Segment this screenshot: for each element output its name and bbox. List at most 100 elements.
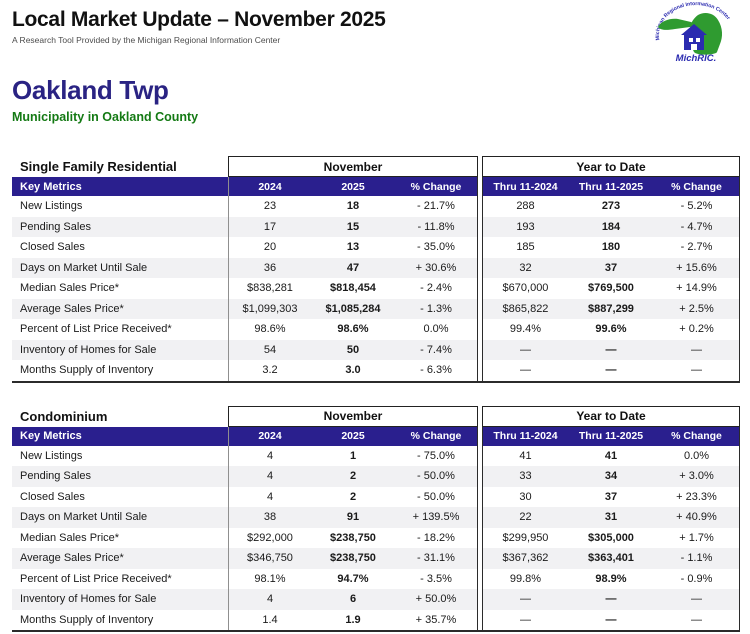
ytd-change-value: — <box>654 360 740 381</box>
nov-change-value: - 50.0% <box>395 466 478 487</box>
nov-change-value: - 7.4% <box>395 339 478 360</box>
ytd-change-value: — <box>654 339 740 360</box>
ytd-change-value: 0.0% <box>654 445 740 466</box>
metric-label: Pending Sales <box>12 466 228 487</box>
nov-change-value: 0.0% <box>395 319 478 340</box>
nov-change-value: + 50.0% <box>395 589 478 610</box>
metric-label: New Listings <box>12 196 228 217</box>
column-gap <box>478 609 482 630</box>
nov-2025-value: $818,454 <box>311 278 395 299</box>
ytd-2025-value: — <box>568 589 654 610</box>
nov-2024-value: 4 <box>228 445 311 466</box>
column-gap <box>478 527 482 548</box>
metric-label: Average Sales Price* <box>12 548 228 569</box>
single-family-table: Single Family Residential November Year … <box>12 156 740 383</box>
nov-2025-value: 50 <box>311 339 395 360</box>
column-gap <box>478 298 482 319</box>
column-gap <box>478 466 482 487</box>
ytd-2025-value: 34 <box>568 466 654 487</box>
nov-2024-value: $838,281 <box>228 278 311 299</box>
table-section-title: Condominium <box>12 405 228 427</box>
nov-2025-value: $1,085,284 <box>311 298 395 319</box>
nov-2024-value: 98.6% <box>228 319 311 340</box>
metric-label: Closed Sales <box>12 237 228 258</box>
column-gap <box>478 177 482 196</box>
metric-label: Closed Sales <box>12 486 228 507</box>
metric-label: Months Supply of Inventory <box>12 609 228 630</box>
ytd-2025-value: 31 <box>568 507 654 528</box>
nov-2024-value: $1,099,303 <box>228 298 311 319</box>
ytd-2025-value: 41 <box>568 445 654 466</box>
ytd-2025-value: $769,500 <box>568 278 654 299</box>
metric-label: New Listings <box>12 445 228 466</box>
metric-label: Median Sales Price* <box>12 278 228 299</box>
nov-2024-value: 20 <box>228 237 311 258</box>
nov-2024-value: 36 <box>228 257 311 278</box>
year-to-date-group-header: Year to Date <box>482 156 740 177</box>
ytd-2024-value: 41 <box>482 445 568 466</box>
ytd-2024-value: $367,362 <box>482 548 568 569</box>
column-header-2024: 2024 <box>228 426 311 446</box>
nov-change-value: - 75.0% <box>395 445 478 466</box>
ytd-2025-value: 184 <box>568 216 654 237</box>
page-title: Local Market Update – November 2025 <box>12 8 386 31</box>
metric-label: Pending Sales <box>12 216 228 237</box>
nov-change-value: + 139.5% <box>395 507 478 528</box>
ytd-2024-value: $865,822 <box>482 298 568 319</box>
ytd-2025-value: 37 <box>568 486 654 507</box>
nov-change-value: - 1.3% <box>395 298 478 319</box>
report-page: Local Market Update – November 2025 A Re… <box>12 0 740 632</box>
column-gap <box>478 278 482 299</box>
column-gap <box>478 339 482 360</box>
nov-2024-value: 3.2 <box>228 360 311 381</box>
nov-2024-value: 4 <box>228 486 311 507</box>
nov-2025-value: 98.6% <box>311 319 395 340</box>
key-metrics-header: Key Metrics <box>12 426 228 446</box>
ytd-change-value: - 4.7% <box>654 216 740 237</box>
column-gap <box>478 486 482 507</box>
ytd-change-value: + 1.7% <box>654 527 740 548</box>
column-gap <box>478 360 482 381</box>
nov-2025-value: 2 <box>311 466 395 487</box>
nov-change-value: - 6.3% <box>395 360 478 381</box>
column-gap <box>478 257 482 278</box>
nov-change-value: + 30.6% <box>395 257 478 278</box>
metric-label: Median Sales Price* <box>12 527 228 548</box>
column-header-ytd-change: % Change <box>654 177 740 196</box>
ytd-change-value: + 0.2% <box>654 319 740 340</box>
ytd-2025-value: — <box>568 339 654 360</box>
nov-2025-value: 1.9 <box>311 609 395 630</box>
nov-change-value: - 11.8% <box>395 216 478 237</box>
column-header-nov-change: % Change <box>395 177 478 196</box>
column-gap <box>478 196 482 217</box>
ytd-2024-value: — <box>482 360 568 381</box>
column-gap <box>478 405 482 427</box>
nov-2024-value: 54 <box>228 339 311 360</box>
key-metrics-header: Key Metrics <box>12 177 228 196</box>
page-subtitle: A Research Tool Provided by the Michigan… <box>12 35 281 45</box>
ytd-change-value: + 23.3% <box>654 486 740 507</box>
column-header-2025: 2025 <box>311 426 395 446</box>
metric-label: Inventory of Homes for Sale <box>12 589 228 610</box>
column-header-2025: 2025 <box>311 177 395 196</box>
nov-2025-value: 2 <box>311 486 395 507</box>
nov-2024-value: 23 <box>228 196 311 217</box>
column-header-nov-change: % Change <box>395 426 478 446</box>
column-gap <box>478 445 482 466</box>
ytd-2025-value: 37 <box>568 257 654 278</box>
ytd-2025-value: 99.6% <box>568 319 654 340</box>
table-section-title: Single Family Residential <box>12 156 228 177</box>
nov-2024-value: 4 <box>228 589 311 610</box>
nov-2025-value: 47 <box>311 257 395 278</box>
metric-label: Average Sales Price* <box>12 298 228 319</box>
nov-2025-value: $238,750 <box>311 527 395 548</box>
nov-2025-value: 18 <box>311 196 395 217</box>
nov-2024-value: $346,750 <box>228 548 311 569</box>
column-header-thru-2024: Thru 11-2024 <box>482 177 568 196</box>
column-gap <box>478 589 482 610</box>
ytd-2025-value: 273 <box>568 196 654 217</box>
ytd-2025-value: $363,401 <box>568 548 654 569</box>
ytd-2024-value: 99.8% <box>482 568 568 589</box>
ytd-2024-value: 32 <box>482 257 568 278</box>
ytd-2024-value: 33 <box>482 466 568 487</box>
